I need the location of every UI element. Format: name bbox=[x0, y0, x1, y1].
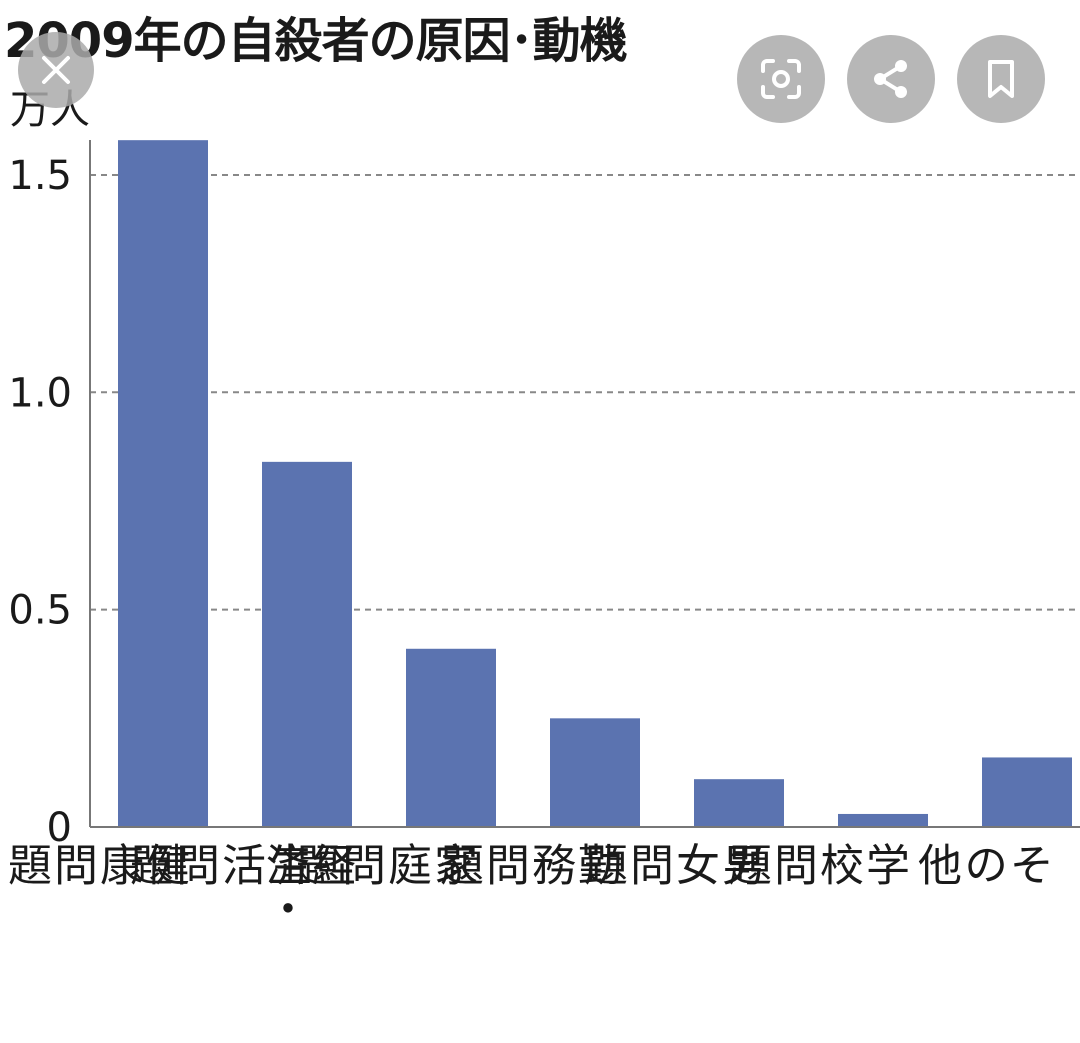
share-button[interactable] bbox=[847, 35, 935, 123]
bookmark-button[interactable] bbox=[957, 35, 1045, 123]
bookmark-icon bbox=[988, 60, 1014, 98]
gridlines bbox=[90, 173, 1080, 611]
share-icon bbox=[874, 60, 907, 98]
y-tick-label: 1.5 bbox=[8, 153, 72, 199]
y-tick-label: 0 bbox=[47, 805, 72, 851]
close-icon bbox=[42, 56, 70, 84]
bar bbox=[262, 461, 352, 827]
x-category-label-line: その他 bbox=[910, 842, 1053, 886]
x-category-label-line: 経済・ bbox=[258, 842, 355, 930]
close-button[interactable] bbox=[18, 32, 94, 108]
bar bbox=[406, 648, 496, 827]
y-tick-label: 0.5 bbox=[8, 588, 72, 634]
x-category-label-line: 家庭問題 bbox=[288, 842, 477, 886]
bar bbox=[694, 779, 784, 827]
y-tick-label: 1.0 bbox=[8, 370, 72, 416]
lens-search-button[interactable] bbox=[737, 35, 825, 123]
chart-title: 2009年の自殺者の原因･動機 bbox=[4, 13, 628, 69]
x-category-label-line: 生活問題 bbox=[122, 842, 311, 886]
y-tick-labels: 0 0.5 1.0 1.5 bbox=[8, 153, 72, 851]
x-category-label-line: 勤務問題 bbox=[432, 842, 621, 886]
bar bbox=[838, 813, 928, 827]
bar bbox=[982, 757, 1072, 827]
x-category-label-line: 男女問題 bbox=[576, 842, 765, 886]
lens-search-icon bbox=[761, 59, 801, 99]
bar bbox=[550, 718, 640, 827]
x-category-label-line: 学校問題 bbox=[720, 842, 909, 886]
x-category-label-line: 健康問題 bbox=[0, 842, 189, 886]
bar bbox=[118, 140, 208, 827]
bars bbox=[118, 140, 1072, 827]
